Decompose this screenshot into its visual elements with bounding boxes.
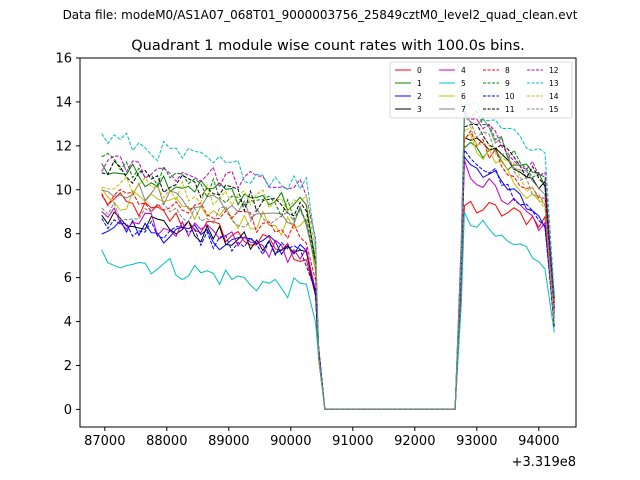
y-tick-label: 2 <box>64 359 72 374</box>
x-tick-label: 89000 <box>208 434 249 449</box>
x-tick-label: 93000 <box>456 434 497 449</box>
series-line-3 <box>101 136 555 410</box>
series-line-10 <box>101 148 555 410</box>
y-tick-label: 4 <box>64 315 72 330</box>
legend-label-8: 8 <box>505 66 510 75</box>
legend-label-11: 11 <box>505 105 515 114</box>
legend-label-10: 10 <box>505 92 515 101</box>
legend-label-5: 5 <box>461 79 466 88</box>
legend-label-9: 9 <box>505 79 510 88</box>
series-line-13 <box>101 101 555 410</box>
chart-title: Quadrant 1 module wise count rates with … <box>131 38 525 54</box>
series-line-5 <box>101 211 555 410</box>
y-tick-label: 0 <box>64 403 72 418</box>
legend-label-6: 6 <box>461 92 466 101</box>
legend-label-1: 1 <box>417 79 422 88</box>
x-offset-label: +3.319e8 <box>512 455 576 470</box>
series-line-15 <box>101 115 555 410</box>
legend-label-0: 0 <box>417 66 422 75</box>
legend-label-3: 3 <box>417 105 422 114</box>
x-tick-label: 90000 <box>270 434 311 449</box>
x-tick-label: 91000 <box>332 434 373 449</box>
y-tick-label: 14 <box>55 95 72 110</box>
x-tick-label: 94000 <box>518 434 559 449</box>
chart-suptitle: Data file: modeM0/AS1A07_068T01_90000037… <box>63 8 578 22</box>
series-line-11 <box>101 123 555 410</box>
legend-label-14: 14 <box>549 92 559 101</box>
x-tick-label: 88000 <box>146 434 187 449</box>
legend-label-2: 2 <box>417 92 422 101</box>
series-line-14 <box>101 126 555 410</box>
legend-label-15: 15 <box>549 105 559 114</box>
y-tick-label: 12 <box>55 139 72 154</box>
legend-label-12: 12 <box>549 66 559 75</box>
x-tick-label: 92000 <box>394 434 435 449</box>
legend-label-4: 4 <box>461 66 466 75</box>
y-tick-label: 6 <box>64 271 72 286</box>
y-tick-label: 16 <box>55 52 72 67</box>
plot-frame <box>79 57 577 428</box>
legend-label-7: 7 <box>461 105 466 114</box>
series-line-4 <box>101 160 555 410</box>
series-line-12 <box>101 108 555 410</box>
series-line-7 <box>101 110 555 410</box>
series-line-9 <box>101 110 555 410</box>
series-line-2 <box>101 155 555 410</box>
x-tick-label: 87000 <box>84 434 125 449</box>
legend-box <box>389 61 573 119</box>
y-tick-label: 10 <box>55 183 72 198</box>
legend-label-13: 13 <box>549 79 559 88</box>
y-tick-label: 8 <box>64 227 72 242</box>
